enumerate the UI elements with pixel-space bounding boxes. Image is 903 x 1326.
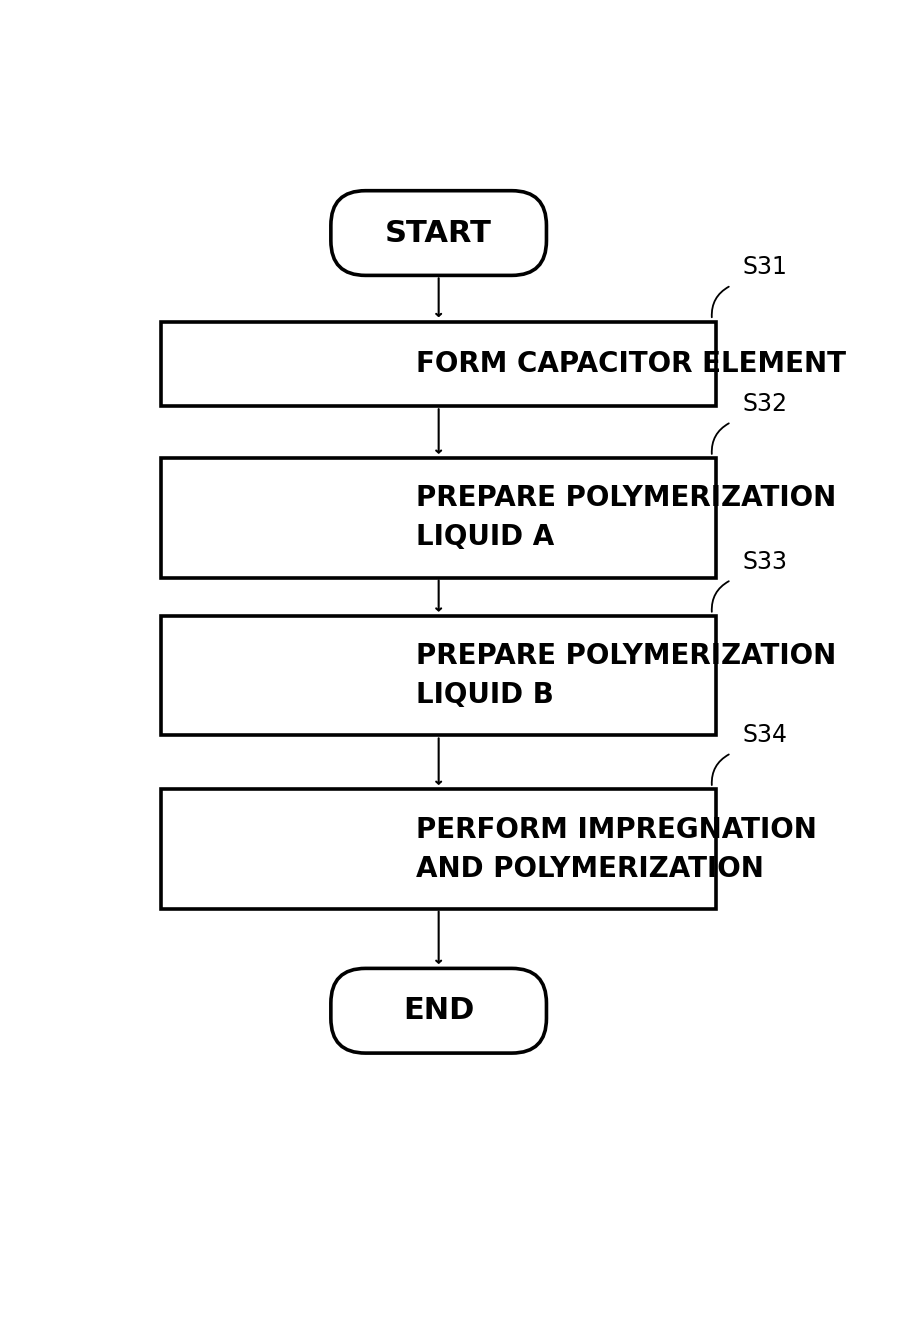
Bar <box>162 789 715 908</box>
Text: PREPARE POLYMERIZATION
LIQUID B: PREPARE POLYMERIZATION LIQUID B <box>415 642 835 709</box>
FancyBboxPatch shape <box>330 191 545 276</box>
Text: PERFORM IMPREGNATION
AND POLYMERIZATION: PERFORM IMPREGNATION AND POLYMERIZATION <box>415 815 815 883</box>
FancyBboxPatch shape <box>330 968 545 1053</box>
Bar <box>162 322 715 406</box>
Text: S32: S32 <box>742 392 787 416</box>
Text: END: END <box>403 996 474 1025</box>
Text: START: START <box>385 219 491 248</box>
Text: S33: S33 <box>742 550 787 574</box>
Bar <box>162 459 715 578</box>
Bar <box>162 617 715 736</box>
Text: S31: S31 <box>742 255 787 280</box>
Text: PREPARE POLYMERIZATION
LIQUID A: PREPARE POLYMERIZATION LIQUID A <box>415 484 835 552</box>
Text: FORM CAPACITOR ELEMENT: FORM CAPACITOR ELEMENT <box>415 350 844 378</box>
Text: S34: S34 <box>742 723 787 747</box>
